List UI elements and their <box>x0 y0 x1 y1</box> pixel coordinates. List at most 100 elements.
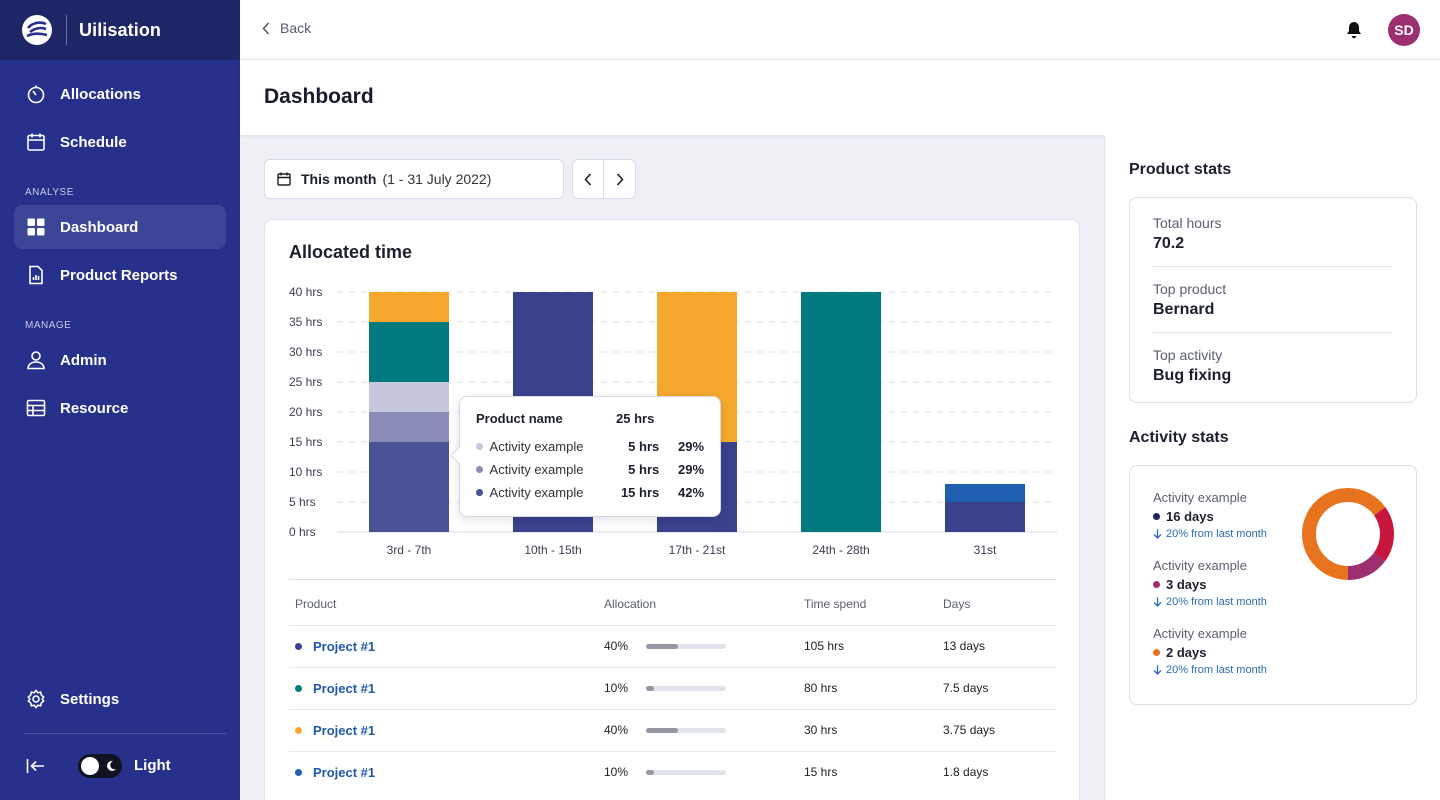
product-dot <box>295 769 302 776</box>
nav-item-schedule[interactable]: Schedule <box>14 120 226 164</box>
activity-value: 16 days <box>1166 509 1214 524</box>
allocation-bar <box>646 644 726 649</box>
col-header-allocation: Allocation <box>604 597 657 611</box>
bar-segment <box>369 412 449 442</box>
y-tick-label: 30 hrs <box>289 345 322 359</box>
theme-toggle[interactable] <box>78 754 122 778</box>
tooltip-label: Activity example <box>489 485 584 500</box>
nav-label: Settings <box>60 690 120 708</box>
product-link[interactable]: Project #1 <box>313 639 376 654</box>
legend-dot <box>476 443 483 450</box>
activity-donut-chart <box>1302 488 1394 580</box>
activity-stat: Activity example 3 days 20% from last mo… <box>1153 558 1267 608</box>
allocated-time-chart: 0 hrs 5 hrs 10 hrs 15 hrs 20 hrs 25 hrs 30 hrs… <box>289 285 1057 557</box>
table-divider <box>289 579 1057 580</box>
previous-period-button[interactable] <box>573 160 605 198</box>
row-divider <box>289 625 1057 626</box>
tooltip-percent: 29% <box>677 462 705 477</box>
nav-label: Schedule <box>60 133 127 151</box>
date-range-picker[interactable]: This month (1 - 31 July 2022) <box>264 159 564 199</box>
nav-item-product-reports[interactable]: Product Reports <box>14 253 226 297</box>
allocation-bar-fill <box>646 644 678 649</box>
row-divider <box>289 667 1057 668</box>
tooltip-hours: 15 hrs <box>620 485 660 500</box>
row-divider <box>289 751 1057 752</box>
activity-dot <box>1153 649 1160 656</box>
timer-icon <box>24 82 48 106</box>
x-tick-label: 24th - 28th <box>812 543 869 557</box>
grid-icon <box>24 215 48 239</box>
days-value: 7.5 days <box>943 681 989 695</box>
table-icon <box>24 396 48 420</box>
collapse-icon <box>26 759 44 773</box>
stats-panel: Product stats Total hours 70.2 Top produ… <box>1104 135 1440 800</box>
bar-segment <box>945 502 1025 532</box>
brand-divider <box>66 15 67 45</box>
product-stats-title: Product stats <box>1129 161 1232 178</box>
page-header: Dashboard <box>240 60 1440 135</box>
product-dot <box>295 727 302 734</box>
product-link[interactable]: Project #1 <box>313 765 376 780</box>
chevron-left-icon <box>584 172 592 186</box>
product-stats-card: Total hours 70.2 Top product Bernard Top… <box>1129 197 1417 403</box>
nav-item-dashboard[interactable]: Dashboard <box>14 205 226 249</box>
table-row: Project #1 40% 30 hrs 3.75 days <box>289 710 1057 752</box>
x-tick-label: 3rd - 7th <box>387 543 432 557</box>
nav-item-admin[interactable]: Admin <box>14 338 226 382</box>
allocation-value: 40% <box>604 639 629 653</box>
activity-stats-title: Activity stats <box>1129 429 1229 446</box>
chevron-right-icon <box>616 172 624 186</box>
nav-item-allocations[interactable]: Allocations <box>14 72 226 116</box>
allocation-bar-fill <box>646 728 678 733</box>
allocation-bar <box>646 686 726 691</box>
stat-divider <box>1153 332 1393 333</box>
nav-item-settings[interactable]: Settings <box>14 677 226 721</box>
activity-change: 20% from last month <box>1166 528 1267 540</box>
y-tick-label: 5 hrs <box>289 495 316 509</box>
bar-segment <box>369 322 449 382</box>
arrow-down-icon <box>1153 597 1162 607</box>
row-divider <box>289 709 1057 710</box>
col-header-time: Time spend <box>804 597 867 611</box>
nav-item-resource[interactable]: Resource <box>14 386 226 430</box>
y-tick-label: 15 hrs <box>289 435 322 449</box>
section-label-manage: MANAGE <box>25 320 72 331</box>
activity-dot <box>1153 513 1160 520</box>
y-tick-label: 25 hrs <box>289 375 322 389</box>
avatar[interactable]: SD <box>1388 14 1420 46</box>
table-row: Project #1 10% 15 hrs 1.8 days <box>289 752 1057 794</box>
activity-value: 2 days <box>1166 645 1207 660</box>
table-row: Project #1 40% 105 hrs 13 days <box>289 626 1057 668</box>
toggle-knob <box>81 757 99 775</box>
allocation-bar-fill <box>646 770 654 775</box>
stat-divider <box>1153 266 1393 267</box>
donut-segment <box>1302 488 1394 580</box>
product-link[interactable]: Project #1 <box>313 681 376 696</box>
time-spend-value: 30 hrs <box>804 723 838 737</box>
allocation-value: 10% <box>604 765 629 779</box>
activity-change: 20% from last month <box>1166 664 1267 676</box>
chart-tooltip: Product name 25 hrs Activity example 5 h… <box>459 396 721 517</box>
time-spend-value: 105 hrs <box>804 639 845 653</box>
product-link[interactable]: Project #1 <box>313 723 376 738</box>
nav-label: Product Reports <box>60 266 178 284</box>
table-row: Project #1 10% 80 hrs 7.5 days <box>289 668 1057 710</box>
allocated-time-card: Allocated time 0 hrs 5 hrs 10 hrs 15 hrs 20 … <box>264 219 1080 800</box>
back-button[interactable]: Back <box>262 20 311 36</box>
time-spend-value: 15 hrs <box>804 765 838 779</box>
bell-icon[interactable] <box>1344 20 1364 40</box>
date-nav <box>572 159 636 199</box>
stat-label: Total hours <box>1153 215 1222 231</box>
page-title: Dashboard <box>264 85 374 108</box>
y-tick-label: 10 hrs <box>289 465 322 479</box>
stat-top-activity: Top activity Bug fixing <box>1153 347 1231 385</box>
app-logo-icon[interactable] <box>22 15 52 45</box>
period-range: (1 - 31 July 2022) <box>382 171 492 187</box>
gear-icon <box>24 687 48 711</box>
bar-segment <box>369 442 449 532</box>
next-period-button[interactable] <box>604 160 635 198</box>
activity-label: Activity example <box>1153 626 1247 641</box>
collapse-sidebar-button[interactable] <box>24 754 48 778</box>
report-icon <box>24 263 48 287</box>
theme-label: Light <box>134 757 171 774</box>
